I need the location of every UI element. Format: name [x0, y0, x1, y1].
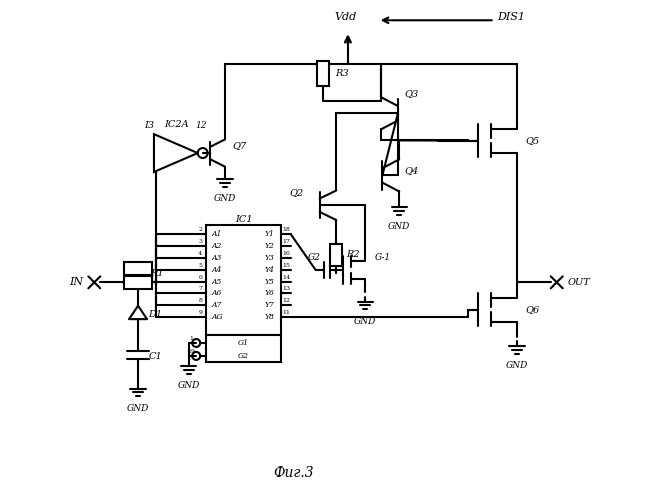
Text: Q2: Q2 — [290, 188, 304, 198]
Text: Vdd: Vdd — [335, 12, 356, 22]
Text: Y1: Y1 — [265, 230, 275, 238]
Text: 11: 11 — [283, 310, 291, 315]
Text: 19: 19 — [187, 349, 195, 354]
Text: 12: 12 — [283, 298, 291, 304]
Text: R2: R2 — [346, 250, 360, 260]
Text: 14: 14 — [283, 274, 291, 280]
Text: Y6: Y6 — [265, 290, 275, 298]
Text: GND: GND — [506, 361, 528, 370]
Text: OUT: OUT — [567, 278, 590, 287]
Text: A4: A4 — [212, 266, 222, 274]
Text: A5: A5 — [212, 278, 222, 285]
Text: GND: GND — [388, 222, 411, 231]
Text: I3: I3 — [144, 121, 154, 130]
Text: 2: 2 — [198, 227, 202, 232]
Text: Q6: Q6 — [526, 305, 540, 314]
Text: A6: A6 — [212, 290, 222, 298]
Text: 7: 7 — [198, 286, 202, 292]
Text: Y5: Y5 — [265, 278, 275, 285]
Text: R3: R3 — [335, 69, 349, 78]
Text: 9: 9 — [198, 310, 202, 315]
Polygon shape — [129, 306, 147, 319]
Text: 13: 13 — [283, 286, 291, 292]
Text: 1: 1 — [190, 336, 194, 341]
Text: Q5: Q5 — [526, 136, 540, 145]
Text: 15: 15 — [283, 262, 291, 268]
Text: AG: AG — [211, 313, 223, 321]
Text: Фиг.3: Фиг.3 — [273, 466, 314, 480]
Text: GND: GND — [127, 404, 150, 412]
Text: IN: IN — [70, 278, 83, 287]
Text: 8: 8 — [198, 298, 202, 304]
Text: GND: GND — [214, 194, 236, 203]
Bar — [124, 276, 152, 289]
Text: G2: G2 — [238, 352, 249, 360]
Text: Q7: Q7 — [232, 141, 247, 150]
Text: 18: 18 — [283, 227, 291, 232]
Text: R1: R1 — [150, 269, 164, 278]
Text: Y3: Y3 — [265, 254, 275, 262]
Text: A2: A2 — [212, 242, 222, 250]
Text: A3: A3 — [212, 254, 222, 262]
Text: Q3: Q3 — [404, 89, 419, 98]
Bar — [124, 262, 152, 275]
Text: A1: A1 — [212, 230, 222, 238]
Text: 6: 6 — [198, 274, 202, 280]
Text: Y2: Y2 — [265, 242, 275, 250]
Text: C1: C1 — [149, 352, 162, 362]
Text: A7: A7 — [212, 302, 222, 310]
Text: G1: G1 — [238, 339, 249, 347]
Polygon shape — [154, 134, 197, 172]
Bar — [206, 225, 281, 334]
Text: 5: 5 — [198, 262, 202, 268]
Text: Y4: Y4 — [265, 266, 275, 274]
Text: IC1: IC1 — [235, 214, 253, 224]
Text: 3: 3 — [198, 239, 202, 244]
Text: G-1: G-1 — [375, 253, 392, 262]
Text: 16: 16 — [283, 251, 291, 256]
Bar — [331, 244, 342, 266]
Text: 12: 12 — [195, 121, 207, 130]
Bar — [206, 334, 281, 362]
Text: 17: 17 — [283, 239, 291, 244]
Text: G2: G2 — [308, 253, 321, 262]
Bar — [317, 61, 329, 86]
Text: D1: D1 — [148, 310, 163, 319]
Text: 4: 4 — [198, 251, 202, 256]
Text: DIS1: DIS1 — [497, 12, 525, 22]
Text: Q4: Q4 — [404, 166, 419, 175]
Text: IC2A: IC2A — [164, 120, 189, 128]
Text: GND: GND — [178, 381, 200, 390]
Text: Y7: Y7 — [265, 302, 275, 310]
Text: GND: GND — [354, 316, 377, 326]
Text: Y8: Y8 — [265, 313, 275, 321]
